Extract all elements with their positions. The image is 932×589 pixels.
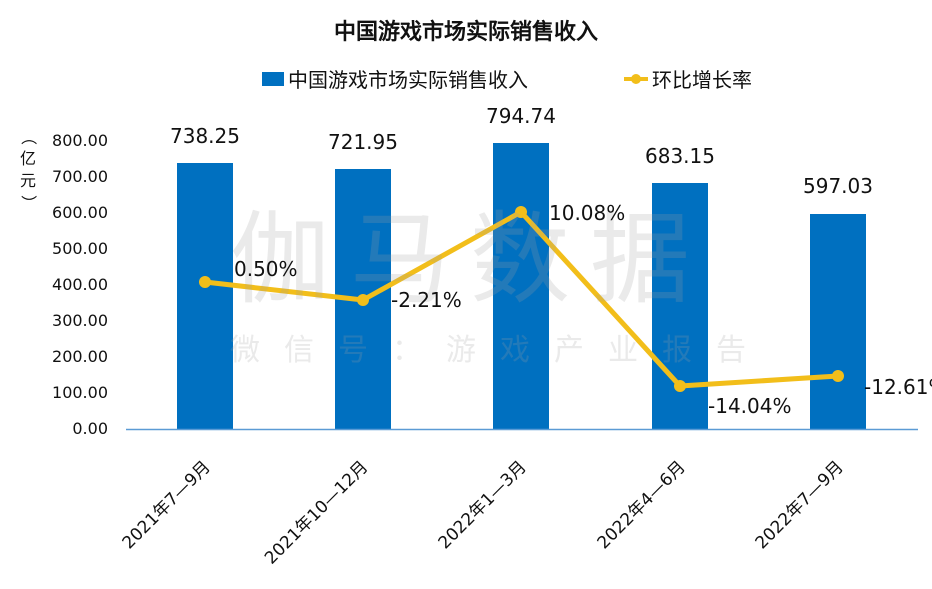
watermark-main: 伽马数据 (230, 201, 710, 318)
growth-value-label: -2.21% (391, 288, 462, 312)
bar (810, 214, 866, 429)
growth-value-label: -14.04% (708, 394, 792, 418)
legend-item-growth: 环比增长率 (624, 64, 752, 93)
bar-value-label: 738.25 (170, 124, 240, 148)
legend-item-revenue: 中国游戏市场实际销售收入 (262, 64, 528, 93)
y-tick: 100.00 (52, 383, 108, 402)
y-axis-title-char: 元 (19, 171, 36, 190)
growth-value-label: -12.61% (864, 375, 932, 399)
line-marker (832, 370, 844, 382)
bar-value-label: 597.03 (803, 174, 873, 198)
y-tick: 0.00 (72, 419, 108, 438)
watermark-sub: 微信号：游戏产业报告 (230, 333, 770, 368)
y-tick: 200.00 (52, 347, 108, 366)
y-tick: 300.00 (52, 311, 108, 330)
y-axis-title-char: 亿 (19, 149, 36, 168)
legend-label: 中国游戏市场实际销售收入 (288, 68, 528, 92)
line-marker (357, 294, 369, 306)
line-swatch-icon (624, 73, 648, 84)
bar (493, 143, 549, 429)
bar-swatch-icon (262, 71, 284, 86)
y-tick: 500.00 (52, 239, 108, 258)
y-tick: 700.00 (52, 167, 108, 186)
bar-value-label: 794.74 (486, 104, 556, 128)
y-tick: 400.00 (52, 275, 108, 294)
y-tick: 600.00 (52, 203, 108, 222)
growth-value-label: 0.50% (234, 257, 298, 281)
legend: 中国游戏市场实际销售收入 环比增长率 (0, 64, 932, 94)
line-marker (199, 276, 211, 288)
bar (177, 163, 233, 429)
growth-value-label: 10.08% (549, 201, 626, 225)
line-marker (515, 206, 527, 218)
legend-label: 环比增长率 (652, 68, 752, 92)
chart-title: 中国游戏市场实际销售收入 (333, 20, 598, 45)
bar-value-label: 721.95 (328, 130, 398, 154)
y-tick: 800.00 (52, 131, 108, 150)
line-marker (674, 380, 686, 392)
bar-value-label: 683.15 (645, 144, 715, 168)
y-axis-title: （ 亿 元 ） (17, 126, 39, 214)
